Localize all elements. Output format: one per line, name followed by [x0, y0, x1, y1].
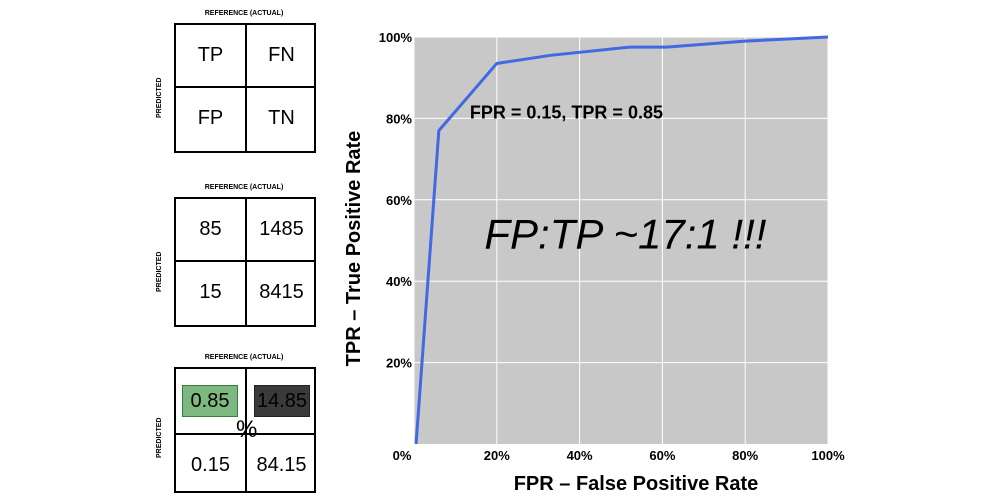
y-tick-label: 40%: [386, 274, 412, 289]
grid-lines: [413, 36, 829, 444]
cell-fp: FP: [197, 107, 224, 129]
y-tick-label: 60%: [386, 193, 412, 208]
x-tick-label: 80%: [732, 448, 758, 463]
matrix-grid: 0.85 14.85 % 0.15 84.15: [174, 367, 316, 493]
cell-tn: 84.15: [256, 454, 307, 476]
y-tick-labels: 20% 40% 60% 80% 100%: [379, 30, 413, 371]
x-axis-label: FPR – False Positive Rate: [514, 473, 759, 495]
cell-tp: TP: [197, 44, 224, 66]
y-tick-label: 80%: [386, 111, 412, 126]
x-tick-label: 60%: [649, 448, 675, 463]
roc-curve: [414, 35, 829, 445]
cell-tp: 85: [199, 218, 222, 240]
cell-fn: FN: [268, 44, 295, 66]
y-axis-label: TPR – True Positive Rate: [343, 131, 365, 367]
cell-tn: 8415: [259, 281, 304, 303]
cell-tn: TN: [268, 107, 295, 129]
divider: [176, 86, 314, 88]
divider: [245, 25, 247, 151]
divider: [176, 433, 314, 435]
reference-label: REFERENCE (ACTUAL): [204, 10, 284, 17]
matrix-grid: TP FN FP TN: [174, 23, 316, 153]
divider: [245, 199, 247, 325]
cell-tp-highlight: 0.85: [182, 385, 238, 417]
x-tick-labels: 0% 20% 40% 60% 80% 100%: [393, 448, 845, 463]
x-tick-label: 40%: [567, 448, 593, 463]
divider: [245, 369, 247, 491]
reference-label: REFERENCE (ACTUAL): [204, 184, 284, 191]
reference-label: REFERENCE (ACTUAL): [204, 354, 284, 361]
cell-fn-highlight: 14.85: [254, 385, 310, 417]
x-tick-label: 20%: [484, 448, 510, 463]
y-tick-label: 20%: [386, 356, 412, 371]
x-tick-label: 0%: [393, 448, 412, 463]
annotation-operating-point: FPR = 0.15, TPR = 0.85: [470, 102, 663, 122]
divider: [176, 260, 314, 262]
y-tick-label: 100%: [379, 30, 413, 45]
cell-fn: 1485: [259, 218, 304, 240]
cell-fp: 0.15: [191, 454, 230, 476]
percent-symbol: %: [236, 416, 258, 443]
cell-fp: 15: [199, 281, 222, 303]
plot-background: [414, 37, 828, 444]
annotation-ratio: FP:TP ~17:1 !!!: [484, 211, 766, 258]
x-tick-label: 100%: [811, 448, 845, 463]
matrix-grid: 85 1485 15 8415: [174, 197, 316, 327]
